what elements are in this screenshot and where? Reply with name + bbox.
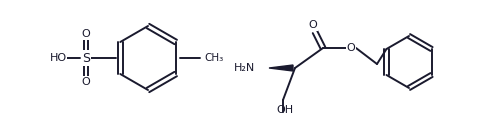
- Text: O: O: [82, 29, 90, 39]
- Text: H₂N: H₂N: [234, 63, 255, 73]
- Text: CH₃: CH₃: [204, 53, 223, 63]
- Text: O: O: [82, 77, 90, 87]
- Text: HO: HO: [49, 53, 67, 63]
- Text: S: S: [82, 52, 90, 65]
- Text: O: O: [347, 43, 355, 53]
- Polygon shape: [269, 65, 293, 71]
- Text: O: O: [309, 20, 317, 30]
- Text: OH: OH: [276, 105, 294, 115]
